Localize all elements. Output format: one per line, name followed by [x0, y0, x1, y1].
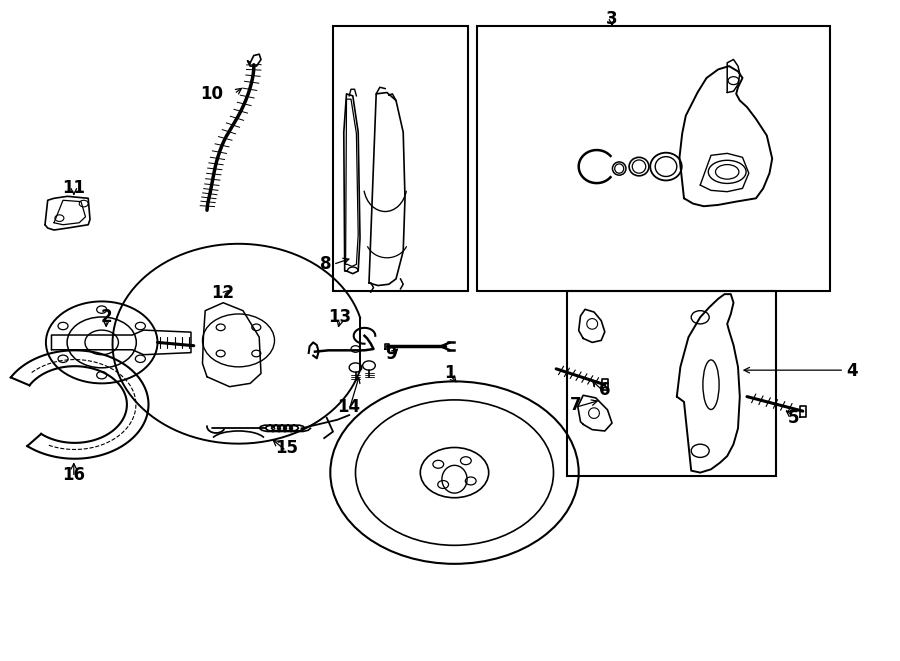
Text: 2: 2 [101, 308, 112, 327]
Text: 11: 11 [62, 178, 86, 197]
Text: 7: 7 [571, 395, 581, 414]
Bar [333, 26, 468, 291]
Text: 14: 14 [338, 398, 361, 416]
Text: 12: 12 [212, 284, 235, 303]
Text: 3: 3 [607, 9, 617, 28]
Text: 15: 15 [274, 439, 298, 457]
Text: 5: 5 [788, 408, 799, 427]
Bar [567, 291, 776, 476]
Text: 13: 13 [328, 308, 352, 327]
Text: 4: 4 [846, 362, 858, 381]
Text: 6: 6 [599, 381, 610, 399]
Text: 10: 10 [200, 85, 223, 103]
Bar [477, 26, 830, 291]
Text: 9: 9 [385, 344, 396, 363]
Text: 1: 1 [445, 364, 455, 383]
Text: 8: 8 [320, 255, 331, 274]
Text: 16: 16 [62, 465, 86, 484]
